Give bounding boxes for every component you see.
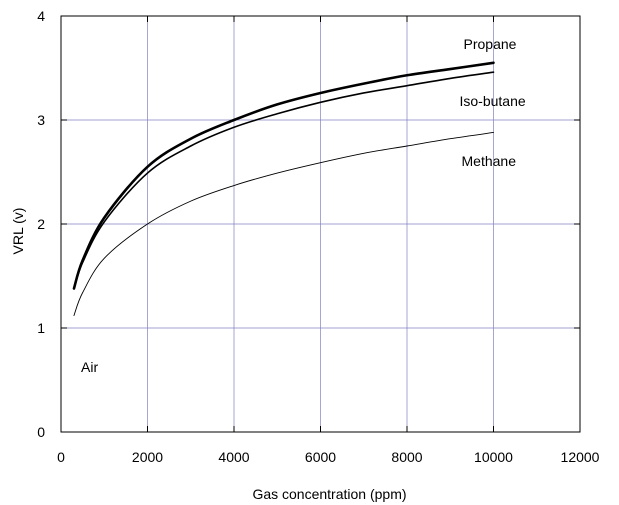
- x-tick-label: 12000: [561, 449, 600, 465]
- series-labels: Propane Iso-butane Methane: [460, 36, 526, 169]
- y-tick-label: 2: [37, 216, 45, 232]
- axis-ticks: 0 2000 4000 6000 8000 10000 12000 0 1 2 3 4: [37, 8, 599, 465]
- x-tick-label: 8000: [391, 449, 422, 465]
- y-tick-label: 3: [37, 112, 45, 128]
- x-axis-title: Gas concentration (ppm): [252, 486, 406, 502]
- x-tick-label: 0: [57, 449, 65, 465]
- series-lines: [72, 61, 495, 316]
- x-tick-label: 10000: [474, 449, 513, 465]
- y-tick-label: 1: [37, 320, 45, 336]
- series-line-propane: [72, 61, 495, 290]
- series-label-methane: Methane: [462, 153, 517, 169]
- x-tick-label: 4000: [218, 449, 249, 465]
- grid-lines: [61, 16, 580, 432]
- y-tick-label: 0: [37, 424, 45, 440]
- x-tick-label: 6000: [305, 449, 336, 465]
- series-label-iso-butane: Iso-butane: [460, 93, 526, 109]
- series-line-iso-butane: [73, 71, 495, 290]
- y-axis-title: VRL (v): [10, 208, 26, 255]
- air-annotation: Air: [81, 359, 98, 375]
- series-line-methane: [73, 132, 494, 316]
- x-tick-label: 2000: [132, 449, 163, 465]
- y-tick-label: 4: [37, 8, 45, 24]
- series-label-propane: Propane: [464, 36, 517, 52]
